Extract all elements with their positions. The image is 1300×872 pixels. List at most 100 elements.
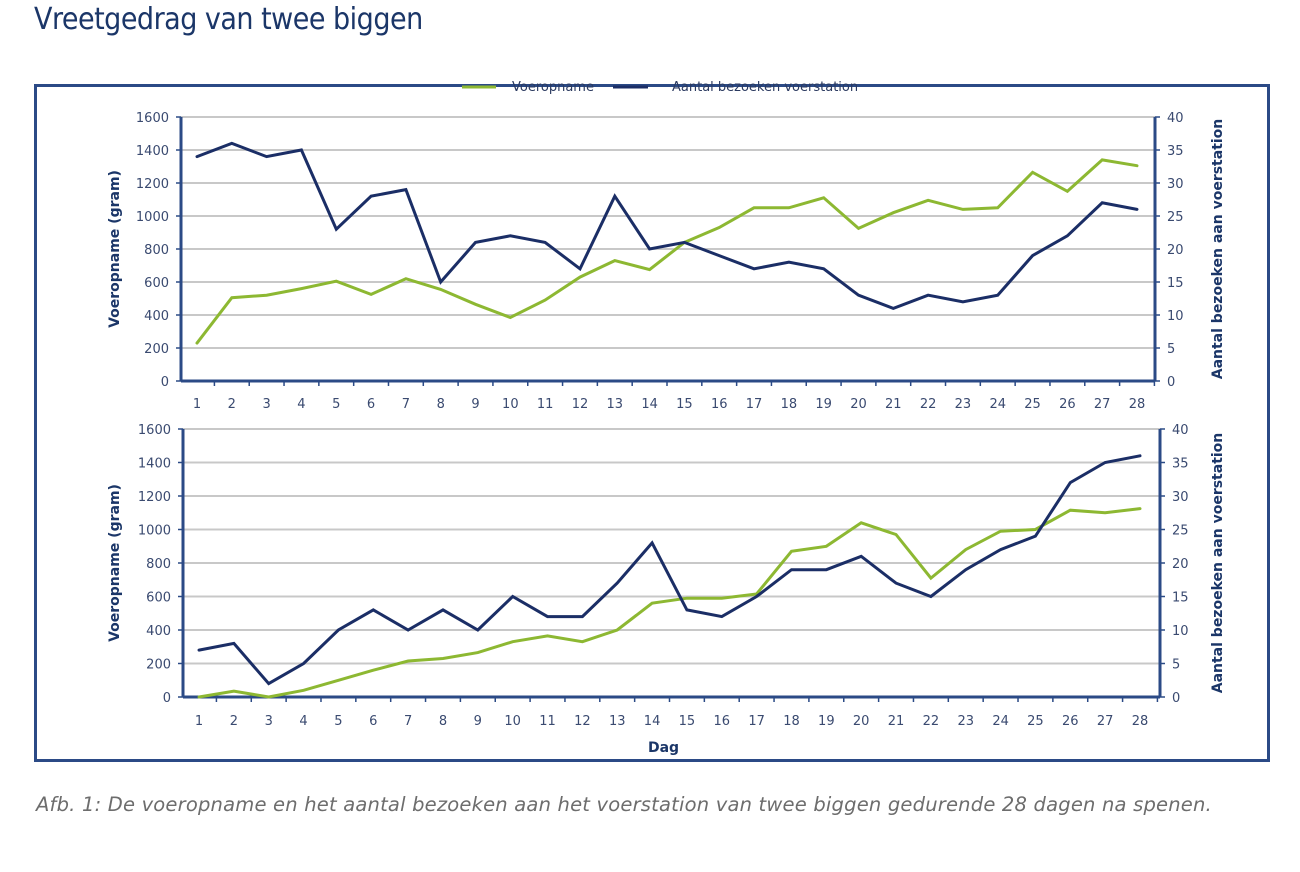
y2-tick-label: 20 [1172, 557, 1189, 572]
x-tick-label: 15 [676, 397, 693, 412]
y-tick-label: 1600 [138, 423, 171, 438]
x-tick-label: 4 [297, 397, 305, 412]
y-tick-label: 0 [163, 691, 171, 706]
x-tick-label: 10 [502, 397, 519, 412]
x-tick-label: 4 [299, 714, 307, 729]
figure-caption: Afb. 1: De voeropname en het aantal bezo… [36, 793, 1212, 816]
x-tick-label: 15 [679, 714, 696, 729]
x-tick-label: 8 [439, 714, 447, 729]
y-tick-label: 200 [144, 342, 169, 357]
y-tick-label: 1400 [136, 144, 169, 159]
x-tick-label: 6 [369, 714, 377, 729]
x-tick-label: 25 [1024, 397, 1041, 412]
chart-panel-bottom: 0200400600800100012001400160005101520253… [107, 423, 1226, 756]
x-tick-label: 22 [923, 714, 940, 729]
x-tick-label: 14 [644, 714, 661, 729]
x-tick-label: 21 [888, 714, 905, 729]
series-line-bezoeken [195, 141, 1139, 311]
x-tick-label: 6 [367, 397, 375, 412]
x-tick-label: 1 [193, 397, 201, 412]
y2-tick-label: 25 [1172, 524, 1189, 539]
x-tick-label: 16 [714, 714, 731, 729]
y2-axis-title: Aantal bezoeken aan voerstation [1210, 433, 1226, 694]
y-tick-label: 0 [161, 375, 169, 390]
x-tick-label: 7 [402, 397, 410, 412]
x-tick-label: 21 [885, 397, 902, 412]
series-line-voeropname [197, 507, 1142, 699]
y2-tick-label: 0 [1167, 375, 1175, 390]
y-tick-label: 1200 [138, 490, 171, 505]
x-tick-label: 1 [195, 714, 203, 729]
y-tick-label: 1000 [136, 210, 169, 225]
x-tick-label: 18 [781, 397, 798, 412]
x-tick-label: 16 [711, 397, 728, 412]
y2-tick-label: 30 [1172, 490, 1189, 505]
page-title: Vreetgedrag van twee biggen [34, 2, 423, 37]
x-tick-label: 22 [920, 397, 937, 412]
x-tick-label: 27 [1094, 397, 1111, 412]
y-tick-label: 1600 [136, 111, 169, 126]
x-tick-label: 11 [539, 714, 556, 729]
x-tick-label: 2 [230, 714, 238, 729]
y-axis-title: Voeropname (gram) [107, 170, 123, 328]
legend-label-bezoeken: Aantal bezoeken voerstation [672, 80, 858, 95]
x-tick-label: 3 [262, 397, 270, 412]
x-tick-label: 27 [1097, 714, 1114, 729]
y-axis-title: Voeropname (gram) [107, 484, 123, 642]
y-tick-label: 1200 [136, 177, 169, 192]
x-tick-label: 13 [609, 714, 626, 729]
x-tick-label: 17 [746, 397, 763, 412]
series-line-bezoeken [197, 454, 1142, 686]
x-tick-label: 13 [607, 397, 624, 412]
x-tick-label: 18 [783, 714, 800, 729]
y2-tick-label: 15 [1167, 276, 1184, 291]
y-tick-label: 800 [146, 557, 171, 572]
x-tick-label: 3 [265, 714, 273, 729]
y2-tick-label: 5 [1167, 342, 1175, 357]
x-tick-label: 7 [404, 714, 412, 729]
x-tick-label: 17 [748, 714, 765, 729]
x-axis-title: Dag [648, 740, 679, 756]
y2-axis-title: Aantal bezoeken aan voerstation [1210, 119, 1226, 380]
x-tick-label: 2 [228, 397, 236, 412]
legend-label-voeropname: Voeropname [512, 80, 594, 95]
x-tick-label: 9 [474, 714, 482, 729]
y-tick-label: 600 [146, 591, 171, 606]
chart-frame [34, 84, 1270, 762]
y2-tick-label: 25 [1167, 210, 1184, 225]
chart-panel-top: 0200400600800100012001400160005101520253… [107, 111, 1226, 412]
y-tick-label: 1000 [138, 524, 171, 539]
y2-tick-label: 5 [1172, 658, 1180, 673]
x-tick-label: 20 [853, 714, 870, 729]
x-tick-label: 8 [437, 397, 445, 412]
x-tick-label: 9 [471, 397, 479, 412]
y2-tick-label: 10 [1167, 309, 1184, 324]
x-tick-label: 5 [332, 397, 340, 412]
x-tick-label: 14 [641, 397, 658, 412]
x-tick-label: 19 [815, 397, 832, 412]
y2-tick-label: 20 [1167, 243, 1184, 258]
x-tick-label: 12 [574, 714, 591, 729]
y2-tick-label: 35 [1172, 457, 1189, 472]
y2-tick-label: 0 [1172, 691, 1180, 706]
x-tick-label: 11 [537, 397, 554, 412]
y2-tick-label: 15 [1172, 591, 1189, 606]
y2-tick-label: 10 [1172, 624, 1189, 639]
x-tick-label: 23 [957, 714, 974, 729]
x-tick-label: 23 [955, 397, 972, 412]
x-tick-label: 28 [1132, 714, 1149, 729]
x-tick-label: 19 [818, 714, 835, 729]
series-line-voeropname [195, 158, 1139, 345]
x-tick-label: 24 [989, 397, 1006, 412]
y-tick-label: 800 [144, 243, 169, 258]
x-tick-label: 28 [1129, 397, 1146, 412]
x-tick-label: 25 [1027, 714, 1044, 729]
x-tick-label: 5 [334, 714, 342, 729]
y2-tick-label: 40 [1167, 111, 1184, 126]
y-tick-label: 1400 [138, 457, 171, 472]
y2-tick-label: 35 [1167, 144, 1184, 159]
x-tick-label: 26 [1059, 397, 1076, 412]
y-tick-label: 600 [144, 276, 169, 291]
x-tick-label: 20 [850, 397, 867, 412]
